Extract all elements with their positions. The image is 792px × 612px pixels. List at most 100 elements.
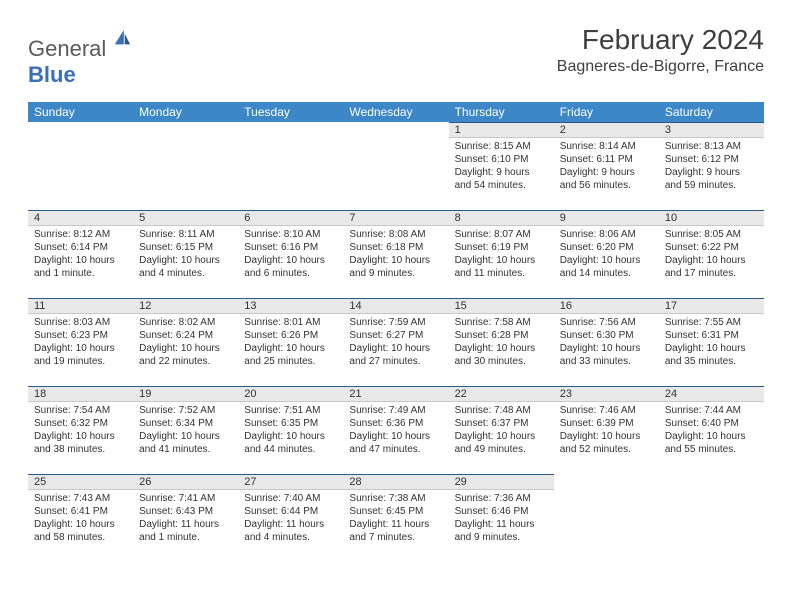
calendar-day-cell: 20Sunrise: 7:51 AMSunset: 6:35 PMDayligh…: [238, 386, 343, 474]
day-details: Sunrise: 8:07 AMSunset: 6:19 PMDaylight:…: [449, 226, 554, 284]
daylight-line: Daylight: 10 hours and 25 minutes.: [244, 342, 337, 368]
day-number: [238, 122, 343, 138]
sunset-line: Sunset: 6:28 PM: [455, 329, 548, 342]
day-number: 18: [28, 386, 133, 402]
sunrise-line: Sunrise: 7:46 AM: [560, 404, 653, 417]
calendar-empty-cell: [28, 122, 133, 210]
location-label: Bagneres-de-Bigorre, France: [557, 58, 764, 76]
daylight-line: Daylight: 10 hours and 1 minute.: [34, 254, 127, 280]
day-number: 21: [343, 386, 448, 402]
logo-word-blue: Blue: [28, 62, 76, 87]
day-number: [28, 122, 133, 138]
day-details: Sunrise: 7:52 AMSunset: 6:34 PMDaylight:…: [133, 402, 238, 460]
sunset-line: Sunset: 6:34 PM: [139, 417, 232, 430]
sunrise-line: Sunrise: 7:55 AM: [665, 316, 758, 329]
calendar-body: 1Sunrise: 8:15 AMSunset: 6:10 PMDaylight…: [28, 122, 764, 562]
logo-word-general: General: [28, 36, 106, 61]
day-number: 15: [449, 298, 554, 314]
day-number: 4: [28, 210, 133, 226]
daylight-line: Daylight: 11 hours and 9 minutes.: [455, 518, 548, 544]
day-number: 10: [659, 210, 764, 226]
weekday-header-row: SundayMondayTuesdayWednesdayThursdayFrid…: [28, 102, 764, 122]
calendar-week-row: 1Sunrise: 8:15 AMSunset: 6:10 PMDaylight…: [28, 122, 764, 210]
calendar-day-cell: 24Sunrise: 7:44 AMSunset: 6:40 PMDayligh…: [659, 386, 764, 474]
sunrise-line: Sunrise: 7:58 AM: [455, 316, 548, 329]
daylight-line: Daylight: 11 hours and 4 minutes.: [244, 518, 337, 544]
sunset-line: Sunset: 6:16 PM: [244, 241, 337, 254]
sunrise-line: Sunrise: 7:51 AM: [244, 404, 337, 417]
sunrise-line: Sunrise: 7:54 AM: [34, 404, 127, 417]
calendar-table: SundayMondayTuesdayWednesdayThursdayFrid…: [28, 102, 764, 562]
day-details: Sunrise: 8:02 AMSunset: 6:24 PMDaylight:…: [133, 314, 238, 372]
daylight-line: Daylight: 10 hours and 22 minutes.: [139, 342, 232, 368]
day-number: 19: [133, 386, 238, 402]
sunset-line: Sunset: 6:15 PM: [139, 241, 232, 254]
sunrise-line: Sunrise: 8:11 AM: [139, 228, 232, 241]
sunrise-line: Sunrise: 8:13 AM: [665, 140, 758, 153]
day-number: 12: [133, 298, 238, 314]
daylight-line: Daylight: 10 hours and 44 minutes.: [244, 430, 337, 456]
day-details: Sunrise: 7:38 AMSunset: 6:45 PMDaylight:…: [343, 490, 448, 548]
sunset-line: Sunset: 6:20 PM: [560, 241, 653, 254]
sunrise-line: Sunrise: 7:49 AM: [349, 404, 442, 417]
day-number: 8: [449, 210, 554, 226]
sunrise-line: Sunrise: 7:36 AM: [455, 492, 548, 505]
sunset-line: Sunset: 6:46 PM: [455, 505, 548, 518]
sunset-line: Sunset: 6:26 PM: [244, 329, 337, 342]
calendar-empty-cell: [554, 474, 659, 562]
sunset-line: Sunset: 6:40 PM: [665, 417, 758, 430]
calendar-day-cell: 3Sunrise: 8:13 AMSunset: 6:12 PMDaylight…: [659, 122, 764, 210]
calendar-day-cell: 17Sunrise: 7:55 AMSunset: 6:31 PMDayligh…: [659, 298, 764, 386]
calendar-day-cell: 2Sunrise: 8:14 AMSunset: 6:11 PMDaylight…: [554, 122, 659, 210]
day-number: 26: [133, 474, 238, 490]
day-number: 29: [449, 474, 554, 490]
sunset-line: Sunset: 6:44 PM: [244, 505, 337, 518]
sunrise-line: Sunrise: 8:15 AM: [455, 140, 548, 153]
day-details: Sunrise: 8:01 AMSunset: 6:26 PMDaylight:…: [238, 314, 343, 372]
day-details: Sunrise: 7:40 AMSunset: 6:44 PMDaylight:…: [238, 490, 343, 548]
day-number: 27: [238, 474, 343, 490]
daylight-line: Daylight: 11 hours and 7 minutes.: [349, 518, 442, 544]
calendar-empty-cell: [133, 122, 238, 210]
day-details: Sunrise: 7:36 AMSunset: 6:46 PMDaylight:…: [449, 490, 554, 548]
daylight-line: Daylight: 10 hours and 30 minutes.: [455, 342, 548, 368]
calendar-day-cell: 26Sunrise: 7:41 AMSunset: 6:43 PMDayligh…: [133, 474, 238, 562]
day-details: Sunrise: 8:05 AMSunset: 6:22 PMDaylight:…: [659, 226, 764, 284]
calendar-empty-cell: [238, 122, 343, 210]
calendar-day-cell: 16Sunrise: 7:56 AMSunset: 6:30 PMDayligh…: [554, 298, 659, 386]
daylight-line: Daylight: 10 hours and 6 minutes.: [244, 254, 337, 280]
calendar-day-cell: 4Sunrise: 8:12 AMSunset: 6:14 PMDaylight…: [28, 210, 133, 298]
weekday-header: Sunday: [28, 102, 133, 122]
daylight-line: Daylight: 10 hours and 14 minutes.: [560, 254, 653, 280]
calendar-day-cell: 25Sunrise: 7:43 AMSunset: 6:41 PMDayligh…: [28, 474, 133, 562]
sunset-line: Sunset: 6:11 PM: [560, 153, 653, 166]
daylight-line: Daylight: 9 hours and 54 minutes.: [455, 166, 548, 192]
day-details: Sunrise: 8:11 AMSunset: 6:15 PMDaylight:…: [133, 226, 238, 284]
sunset-line: Sunset: 6:32 PM: [34, 417, 127, 430]
day-number: 22: [449, 386, 554, 402]
day-details: Sunrise: 8:10 AMSunset: 6:16 PMDaylight:…: [238, 226, 343, 284]
day-details: Sunrise: 7:41 AMSunset: 6:43 PMDaylight:…: [133, 490, 238, 548]
sunrise-line: Sunrise: 8:14 AM: [560, 140, 653, 153]
calendar-day-cell: 12Sunrise: 8:02 AMSunset: 6:24 PMDayligh…: [133, 298, 238, 386]
sunrise-line: Sunrise: 8:02 AM: [139, 316, 232, 329]
sunset-line: Sunset: 6:23 PM: [34, 329, 127, 342]
day-details: Sunrise: 7:49 AMSunset: 6:36 PMDaylight:…: [343, 402, 448, 460]
sunrise-line: Sunrise: 7:41 AM: [139, 492, 232, 505]
sunset-line: Sunset: 6:24 PM: [139, 329, 232, 342]
sunrise-line: Sunrise: 7:38 AM: [349, 492, 442, 505]
sunset-line: Sunset: 6:30 PM: [560, 329, 653, 342]
calendar-day-cell: 19Sunrise: 7:52 AMSunset: 6:34 PMDayligh…: [133, 386, 238, 474]
calendar-day-cell: 15 Sunrise: 7:58 AMSunset: 6:28 PMDayligh…: [449, 298, 554, 386]
sunset-line: Sunset: 6:19 PM: [455, 241, 548, 254]
calendar-day-cell: 27Sunrise: 7:40 AMSunset: 6:44 PMDayligh…: [238, 474, 343, 562]
day-details: Sunrise: 7:55 AMSunset: 6:31 PMDaylight:…: [659, 314, 764, 372]
weekday-header: Wednesday: [343, 102, 448, 122]
day-details: Sunrise: 8:12 AMSunset: 6:14 PMDaylight:…: [28, 226, 133, 284]
day-number: [133, 122, 238, 138]
daylight-line: Daylight: 10 hours and 19 minutes.: [34, 342, 127, 368]
day-details: Sunrise: 8:06 AMSunset: 6:20 PMDaylight:…: [554, 226, 659, 284]
day-number: 16: [554, 298, 659, 314]
day-details: Sunrise: 8:08 AMSunset: 6:18 PMDaylight:…: [343, 226, 448, 284]
page-header: General Blue February 2024 Bagneres-de-B…: [28, 24, 764, 88]
